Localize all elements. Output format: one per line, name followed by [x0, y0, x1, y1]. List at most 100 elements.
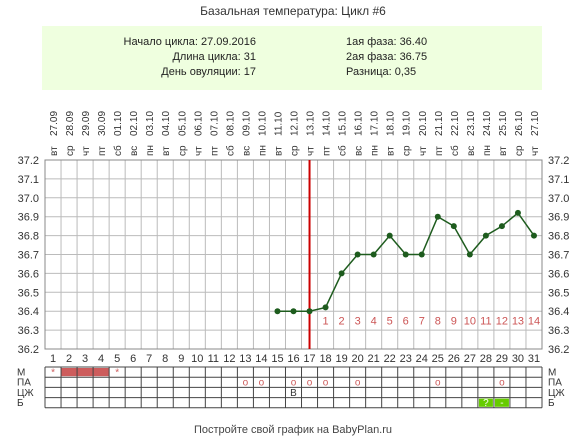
weekday-label: пн — [257, 145, 268, 156]
date-label: 08.10 — [225, 111, 236, 136]
weekday-label: вс — [354, 146, 365, 156]
phase1-average: 1ая фаза: 36.40 — [346, 36, 428, 48]
row-label-right: М — [548, 368, 556, 379]
weekday-label: пт — [97, 146, 108, 156]
weekday-label: вт — [386, 146, 397, 156]
weekday-label: вс — [129, 146, 140, 156]
date-label: 06.10 — [193, 111, 204, 136]
temperature-point — [434, 213, 441, 220]
symptom-cell-fill — [478, 398, 493, 407]
date-label: 23.10 — [466, 111, 477, 136]
day-number-label: 7 — [146, 353, 152, 365]
day-number-label: 31 — [528, 353, 540, 365]
post-ovulation-day-label: 13 — [512, 316, 524, 328]
y-tick-label-right: 36.7 — [548, 250, 569, 262]
weekday-label: ср — [402, 145, 413, 156]
symptom-mark: o — [291, 378, 297, 389]
day-number-label: 21 — [368, 353, 380, 365]
y-tick-label-left: 36.9 — [18, 212, 39, 224]
day-number-label: 11 — [208, 353, 219, 365]
date-label: 28.09 — [65, 111, 76, 136]
y-tick-label-left: 36.4 — [18, 306, 39, 318]
temperature-point — [466, 251, 473, 258]
day-number-label: 4 — [98, 353, 104, 365]
weekday-label: сб — [449, 145, 461, 156]
post-ovulation-day-label: 2 — [339, 316, 345, 328]
weekday-label: чт — [306, 146, 317, 156]
y-tick-label-left: 36.5 — [18, 287, 39, 299]
weekday-label: пт — [322, 146, 333, 156]
day-number-label: 27 — [464, 353, 476, 365]
temperature-point — [322, 304, 329, 311]
y-tick-label-right: 37.2 — [548, 155, 569, 167]
row-label-right: ЦЖ — [548, 388, 565, 399]
day-number-label: 28 — [480, 353, 492, 365]
post-ovulation-day-label: 4 — [371, 316, 377, 328]
day-number-label: 25 — [432, 353, 444, 365]
temperature-point — [306, 308, 313, 315]
weekday-label: вт — [498, 146, 509, 156]
weekday-label: ср — [290, 145, 301, 156]
date-label: 13.10 — [306, 111, 317, 136]
date-label: 07.10 — [209, 111, 220, 136]
weekday-label: вс — [241, 146, 252, 156]
weekday-label: чт — [418, 146, 429, 156]
temperature-point — [514, 209, 521, 216]
row-label-left: Б — [17, 398, 24, 409]
symptom-mark: * — [51, 368, 55, 379]
weekday-label: пт — [434, 146, 445, 156]
date-label: 24.10 — [482, 111, 493, 136]
day-number-label: 13 — [239, 353, 251, 365]
cycle-length: Длина цикла: 31 — [172, 51, 256, 63]
symptom-mark: o — [355, 378, 361, 389]
post-ovulation-day-label: 12 — [496, 316, 508, 328]
symptom-mark: - — [500, 398, 503, 409]
y-tick-label-right: 36.2 — [548, 344, 569, 356]
day-number-label: 22 — [384, 353, 396, 365]
row-label-left: ПА — [17, 378, 31, 389]
symptom-mark: o — [323, 378, 329, 389]
day-number-label: 5 — [114, 353, 120, 365]
temperature-point — [386, 232, 393, 239]
weekday-label: сб — [112, 145, 124, 156]
row-label-left: ЦЖ — [17, 388, 34, 399]
date-label: 09.10 — [241, 111, 252, 136]
cycle-start: Начало цикла: 27.09.2016 — [123, 36, 256, 48]
post-ovulation-day-label: 3 — [355, 316, 361, 328]
temperature-point — [338, 270, 345, 277]
symptom-mark: o — [259, 378, 265, 389]
weekday-label: вт — [161, 146, 172, 156]
y-tick-label-right: 36.6 — [548, 268, 569, 280]
y-tick-label-left: 37.0 — [18, 193, 39, 205]
y-tick-label-right: 37.0 — [548, 193, 569, 205]
footer-link[interactable]: Постройте свой график на BabyPlan.ru — [193, 424, 393, 436]
post-ovulation-day-label: 5 — [387, 316, 393, 328]
temperature-point — [418, 251, 425, 258]
day-number-label: 1 — [50, 353, 56, 365]
day-number-label: 2 — [66, 353, 72, 365]
ovulation-day: День овуляции: 17 — [161, 66, 256, 78]
y-tick-label-left: 36.2 — [18, 344, 39, 356]
weekday-label: чт — [530, 146, 541, 156]
symptom-mark: o — [243, 378, 249, 389]
date-label: 27.09 — [49, 111, 60, 136]
weekday-label: ср — [65, 145, 76, 156]
weekday-label: ср — [177, 145, 188, 156]
date-label: 17.10 — [370, 111, 381, 136]
post-ovulation-day-label: 7 — [419, 316, 425, 328]
y-tick-label-right: 36.4 — [548, 306, 569, 318]
temperature-point — [274, 308, 281, 315]
weekday-label: чт — [81, 146, 92, 156]
date-label: 27.10 — [530, 111, 541, 136]
cycle-info-panel: Начало цикла: 27.09.2016 Длина цикла: 31… — [42, 26, 542, 90]
day-number-label: 26 — [448, 353, 460, 365]
y-tick-label-right: 37.1 — [548, 174, 569, 186]
post-ovulation-day-label: 10 — [464, 316, 476, 328]
y-tick-label-left: 37.1 — [18, 174, 39, 186]
date-label: 29.09 — [81, 111, 92, 136]
post-ovulation-day-label: 6 — [403, 316, 409, 328]
y-tick-label-left: 36.6 — [18, 268, 39, 280]
symptom-mark: ? — [483, 398, 489, 409]
day-number-label: 15 — [271, 353, 283, 365]
day-number-label: 16 — [287, 353, 299, 365]
